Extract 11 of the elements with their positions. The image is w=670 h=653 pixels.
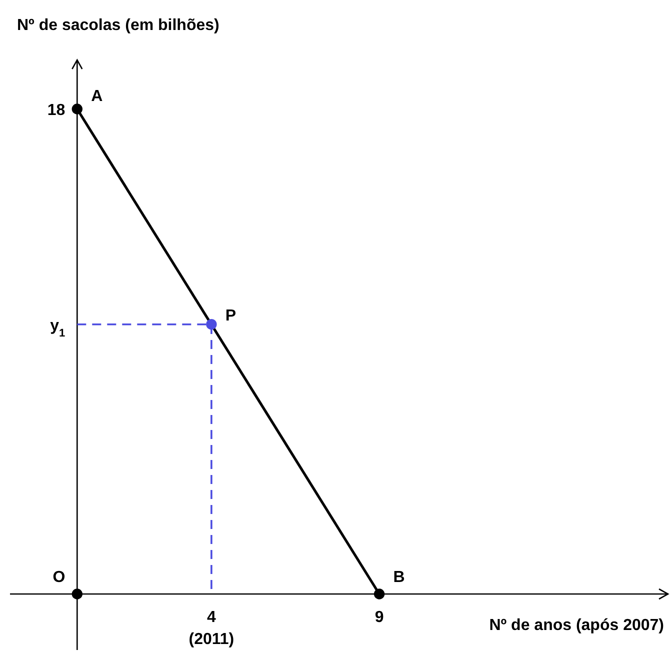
annotation: P xyxy=(225,307,236,324)
annotation: O xyxy=(52,569,66,586)
x-tick-label: 9 xyxy=(374,609,384,626)
annotation: y$_{1}$ xyxy=(50,317,66,340)
annotation: A xyxy=(91,88,104,105)
x-axis-title: Nº de anos (após 2007) xyxy=(489,617,664,634)
annotation: B xyxy=(393,569,405,586)
y-axis-title: Nº de sacolas (em bilhões) xyxy=(17,17,220,34)
text: (2011) xyxy=(188,631,234,648)
x-tick-label: 4 xyxy=(206,609,216,626)
annotation: 18 xyxy=(47,102,66,119)
